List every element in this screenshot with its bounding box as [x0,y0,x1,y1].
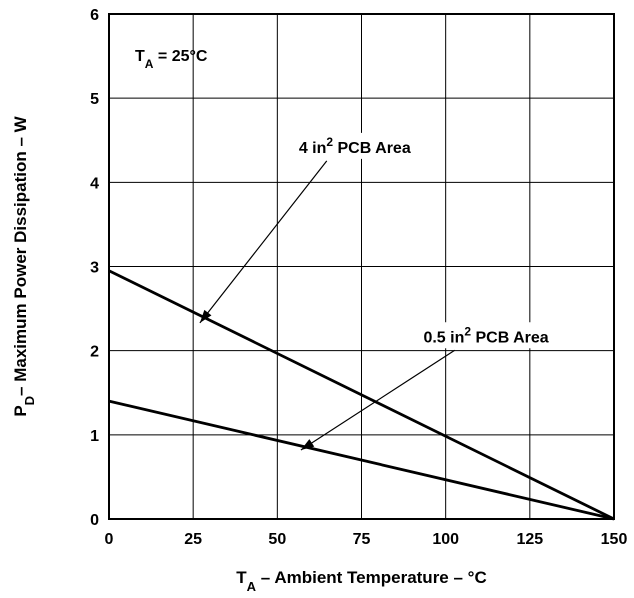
y-tick-label-5: 5 [90,91,99,108]
tick-labels: 0 25 50 75 100 125 150 0 1 2 3 4 5 6 [90,7,627,548]
y-tick-label-0: 0 [90,512,99,529]
y-tick-label-1: 1 [90,428,99,445]
chart-labels: 4 in2 PCB Area 0.5 in2 PCB Area TA = 25°C T… [11,48,553,594]
y-axis-label: PD– Maximum Power Dissipation – W [11,115,37,416]
y-tick-label-4: 4 [90,175,99,192]
callout-arrows [199,160,456,451]
y-tick-label-3: 3 [90,260,99,277]
grid [109,14,614,519]
x-tick-label-100: 100 [432,531,459,548]
callout-arrowhead-0 [199,309,212,323]
series-label-bg-0 [294,132,415,159]
callout-arrow-line-1 [300,349,456,451]
callout-arrowhead-1 [300,439,315,450]
callout-arrow-line-0 [199,160,328,324]
series-line-0 [108,269,615,521]
series-label-bg-1 [419,322,553,349]
y-tick-label-6: 6 [90,7,99,24]
x-tick-label-125: 125 [516,531,543,548]
y-tick-label-2: 2 [90,344,99,361]
x-tick-label-150: 150 [601,531,628,548]
x-tick-label-25: 25 [184,531,202,548]
series-label-0: 4 in2 PCB Area [299,135,411,157]
x-tick-label-0: 0 [105,531,114,548]
plot-frame [108,13,615,520]
x-tick-label-50: 50 [268,531,286,548]
series-lines [108,269,615,521]
series-label-1: 0.5 in2 PCB Area [423,324,548,346]
x-axis-label: TA – Ambient Temperature – °C [236,568,486,594]
temperature-annotation: TA = 25°C [135,48,208,71]
x-tick-label-75: 75 [353,531,371,548]
series-line-1 [108,399,615,521]
